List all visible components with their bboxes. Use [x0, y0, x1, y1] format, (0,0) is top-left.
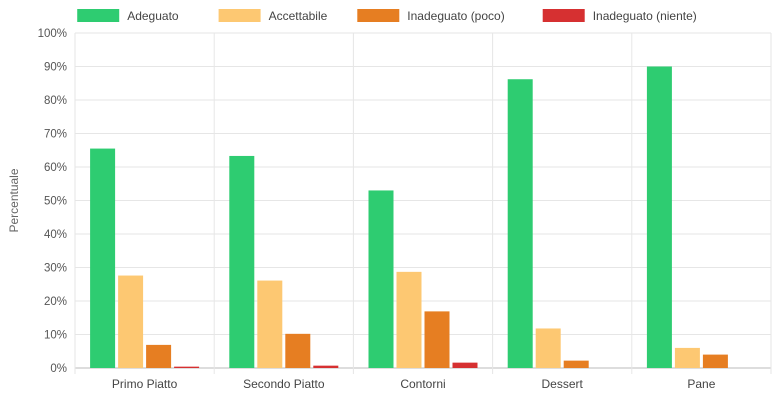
x-tick-label: Contorni: [400, 377, 445, 391]
grid: [74, 32, 772, 374]
bar: [174, 366, 200, 368]
x-tick-label: Primo Piatto: [112, 377, 178, 391]
y-tick-label: 30%: [44, 263, 67, 275]
bar: [285, 333, 311, 368]
x-tick-label: Pane: [687, 377, 715, 391]
bar: [146, 344, 172, 368]
bar: [702, 354, 728, 368]
bar: [229, 155, 255, 368]
bar: [424, 311, 450, 368]
legend-label: Accettabile: [269, 9, 328, 23]
bar: [563, 360, 589, 368]
x-tick-label: Dessert: [542, 377, 584, 391]
legend-label: Inadeguato (niente): [593, 9, 697, 23]
bar: [646, 66, 672, 368]
y-tick-label: 20%: [44, 296, 67, 308]
y-tick-label: 10%: [44, 330, 67, 342]
bar: [396, 271, 422, 368]
legend-label: Adeguato: [127, 9, 179, 23]
y-tick-label: 80%: [44, 95, 67, 107]
bar: [535, 328, 561, 368]
legend-label: Inadeguato (poco): [407, 9, 504, 23]
y-tick-label: 50%: [44, 196, 67, 208]
bar: [674, 347, 700, 368]
bar: [118, 275, 144, 368]
legend-swatch: [357, 9, 400, 22]
bar: [257, 280, 283, 368]
bar: [90, 148, 116, 368]
bars: [90, 66, 728, 368]
legend-swatch: [218, 9, 261, 22]
legend: Adeguato Accettabile Inadeguato (poco) Inad…: [77, 9, 697, 23]
x-tick-label: Secondo Piatto: [243, 377, 325, 391]
bar: [313, 365, 339, 368]
bar: [507, 79, 533, 368]
axes: 0% 10% 20% 30% 40% 50% 60% 70% 80% 90% 100% Primo P…: [38, 28, 716, 391]
y-tick-label: 60%: [44, 162, 67, 174]
y-tick-label: 100%: [38, 28, 67, 40]
y-tick-label: 0%: [50, 363, 67, 375]
legend-swatch: [542, 9, 585, 22]
bar: [368, 190, 394, 368]
y-tick-label: 90%: [44, 62, 67, 74]
legend-swatch: [77, 9, 120, 22]
y-axis-title: Percentuale: [7, 168, 21, 232]
y-tick-label: 70%: [44, 129, 67, 141]
bar: [452, 362, 478, 368]
y-tick-label: 40%: [44, 229, 67, 241]
